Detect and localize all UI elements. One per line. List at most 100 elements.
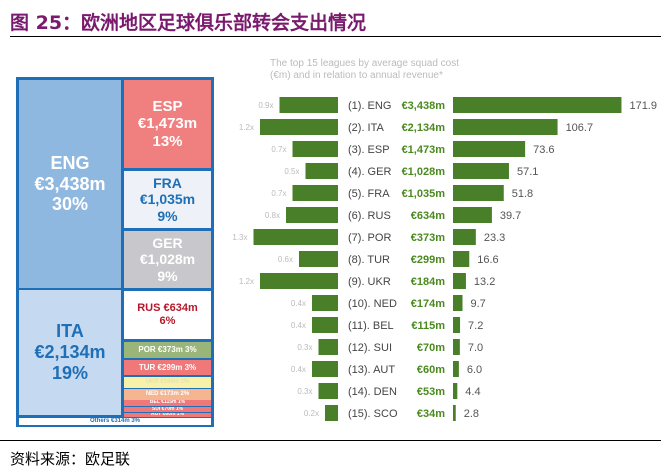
treemap-label: Others €314m 3% — [89, 418, 141, 425]
ratio-bar — [253, 229, 338, 245]
treemap-cell-fra: FRA €1,035m 9% — [124, 171, 211, 228]
ratio-label: 1.2x — [239, 277, 254, 286]
spend-label: €70m — [417, 342, 445, 354]
treemap-label: RUS €634m — [137, 302, 198, 315]
source-note: 资料来源：欧足联 — [10, 450, 131, 468]
treemap-pct: 19% — [51, 362, 89, 383]
cost-value-label: 7.2 — [468, 320, 483, 332]
treemap-label: ITA — [56, 321, 84, 342]
cost-bar — [453, 273, 466, 289]
ratio-bar — [318, 383, 338, 399]
ratio-label: 1.2x — [239, 123, 254, 132]
treemap-value: €1,473m — [137, 115, 198, 133]
spend-label: €115m — [411, 320, 445, 332]
treemap-label: TUR €299m 3% — [138, 362, 197, 372]
treemap-cell-sui: SUI €70m 1% — [124, 407, 211, 412]
cost-value-label: 2.8 — [464, 408, 479, 420]
cost-bar — [453, 207, 492, 223]
ratio-bar — [305, 163, 338, 179]
treemap-pct: 9% — [157, 267, 178, 284]
spend-label: €174m — [411, 298, 445, 310]
ratio-bar — [260, 273, 338, 289]
treemap-pct: 9% — [157, 207, 178, 224]
spend-label: €1,028m — [402, 166, 446, 178]
category-label: (3). ESP — [348, 144, 390, 156]
treemap-pct: 6% — [159, 315, 176, 327]
treemap-cell-eng: ENG €3,438m 30% — [19, 80, 121, 288]
ratio-label: 0.4x — [291, 299, 306, 308]
ratio-label: 0.9x — [258, 101, 273, 110]
category-label: (6). RUS — [348, 210, 391, 222]
figure-title: 图 25：欧洲地区足球俱乐部转会支出情况 — [10, 12, 367, 34]
cost-bar — [453, 317, 461, 333]
cost-value-label: 16.6 — [477, 254, 498, 266]
cost-value-label: 6.0 — [467, 364, 482, 376]
cost-value-label: 51.8 — [512, 188, 533, 200]
cost-bar — [453, 339, 460, 355]
category-label: (8). TUR — [348, 254, 390, 266]
treemap-label: BEL €115m 1% — [149, 400, 186, 406]
spend-label: €60m — [417, 364, 445, 376]
category-label: (2). ITA — [348, 122, 385, 134]
cost-bar — [453, 361, 459, 377]
cost-bar — [453, 163, 509, 179]
ratio-label: 0.7x — [271, 145, 286, 154]
category-label: (15). SCO — [348, 408, 398, 420]
category-label: (11). BEL — [348, 320, 394, 332]
ratio-bar — [312, 295, 338, 311]
ratio-bar — [260, 119, 338, 135]
treemap: ENG €3,438m 30% ITA €2,134m 19% ESP €1,473m 13% F… — [16, 77, 214, 427]
cost-bar — [453, 141, 526, 157]
ratio-label: 0.5x — [284, 167, 299, 176]
cost-value-label: 171.9 — [629, 100, 657, 112]
cost-bar — [453, 97, 622, 113]
treemap-pct: 13% — [152, 132, 183, 150]
cost-bar — [453, 295, 463, 311]
ratio-bar — [299, 251, 338, 267]
category-label: (12). SUI — [348, 342, 392, 354]
footer-divider — [0, 440, 661, 441]
category-label: (10). NED — [348, 298, 397, 310]
ratio-label: 0.8x — [265, 211, 280, 220]
cost-bar — [453, 383, 458, 399]
spend-label: €184m — [411, 276, 445, 288]
ratio-bar — [318, 339, 338, 355]
spend-label: €1,035m — [402, 188, 446, 200]
cost-bar — [453, 251, 470, 267]
cost-value-label: 23.3 — [484, 232, 505, 244]
treemap-value: €2,134m — [34, 342, 106, 363]
cost-bar — [453, 405, 456, 421]
category-label: (4). GER — [348, 166, 391, 178]
ratio-bar — [312, 317, 338, 333]
treemap-cell-ger: GER €1,028m 9% — [124, 231, 211, 288]
category-label: (9). UKR — [348, 276, 391, 288]
treemap-label: GER — [152, 235, 183, 252]
treemap-label: UKR €184m 2% — [145, 379, 190, 386]
treemap-cell-rus: RUS €634m 6% — [124, 291, 211, 339]
title-divider — [10, 36, 661, 37]
ratio-bar — [292, 141, 338, 157]
ratio-label: 0.3x — [297, 387, 312, 396]
cost-value-label: 13.2 — [474, 276, 495, 288]
spend-label: €3,438m — [402, 100, 446, 112]
spend-label: €2,134m — [402, 122, 446, 134]
treemap-value: €3,438m — [34, 173, 106, 194]
treemap-label: POR €373m 3% — [138, 345, 197, 355]
treemap-cell-ita: ITA €2,134m 19% — [19, 290, 121, 415]
treemap-label: NED €173m 2% — [145, 391, 190, 398]
ratio-label: 0.7x — [271, 189, 286, 198]
category-label: (1). ENG — [348, 100, 391, 112]
treemap-cell-esp: ESP €1,473m 13% — [124, 80, 211, 168]
cost-value-label: 57.1 — [517, 166, 538, 178]
ratio-label: 1.3x — [232, 233, 247, 242]
spend-label: €34m — [417, 408, 445, 420]
spend-label: €53m — [417, 386, 445, 398]
ratio-label: 0.3x — [297, 343, 312, 352]
cost-value-label: 73.6 — [533, 144, 554, 156]
ratio-bar — [325, 405, 338, 421]
cost-bar — [453, 229, 476, 245]
treemap-label: SUI €70m 1% — [151, 407, 184, 412]
ratio-label: 0.6x — [278, 255, 293, 264]
treemap-pct: 30% — [51, 194, 89, 215]
